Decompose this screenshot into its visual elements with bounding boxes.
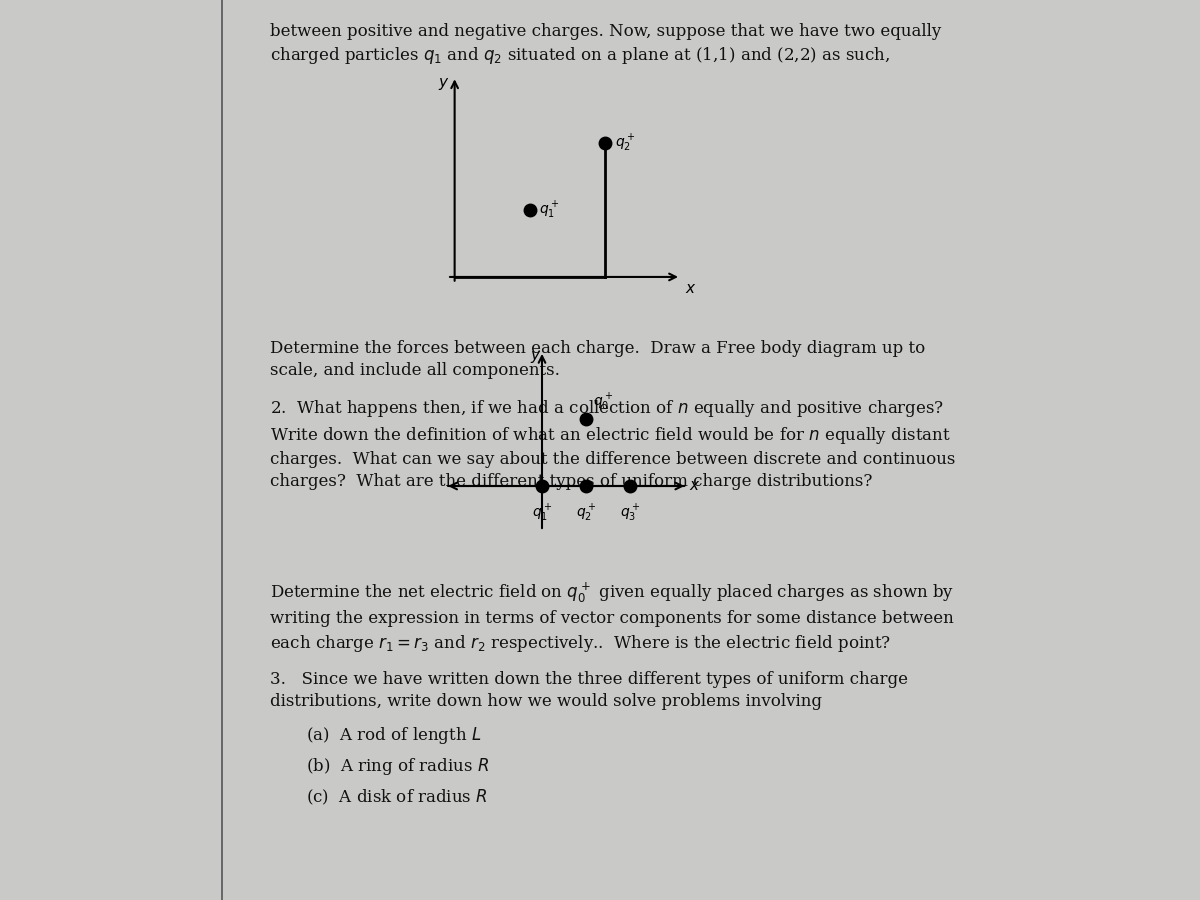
Text: (c)  A disk of radius $R$: (c) A disk of radius $R$ (306, 788, 487, 806)
Text: 2.  What happens then, if we had a collection of $n$ equally and positive charge: 2. What happens then, if we had a collec… (270, 398, 955, 491)
Text: (a)  A rod of length $L$: (a) A rod of length $L$ (306, 724, 481, 745)
Text: Determine the forces between each charge.  Draw a Free body diagram up to
scale,: Determine the forces between each charge… (270, 340, 925, 380)
Text: Determine the net electric field on $q_0^+$ given equally placed charges as show: Determine the net electric field on $q_0… (270, 580, 954, 654)
Text: 3.   Since we have written down the three different types of uniform charge
dist: 3. Since we have written down the three … (270, 670, 908, 710)
Text: between positive and negative charges. Now, suppose that we have two equally
cha: between positive and negative charges. N… (270, 22, 941, 67)
Text: (b)  A ring of radius $R$: (b) A ring of radius $R$ (306, 756, 490, 777)
